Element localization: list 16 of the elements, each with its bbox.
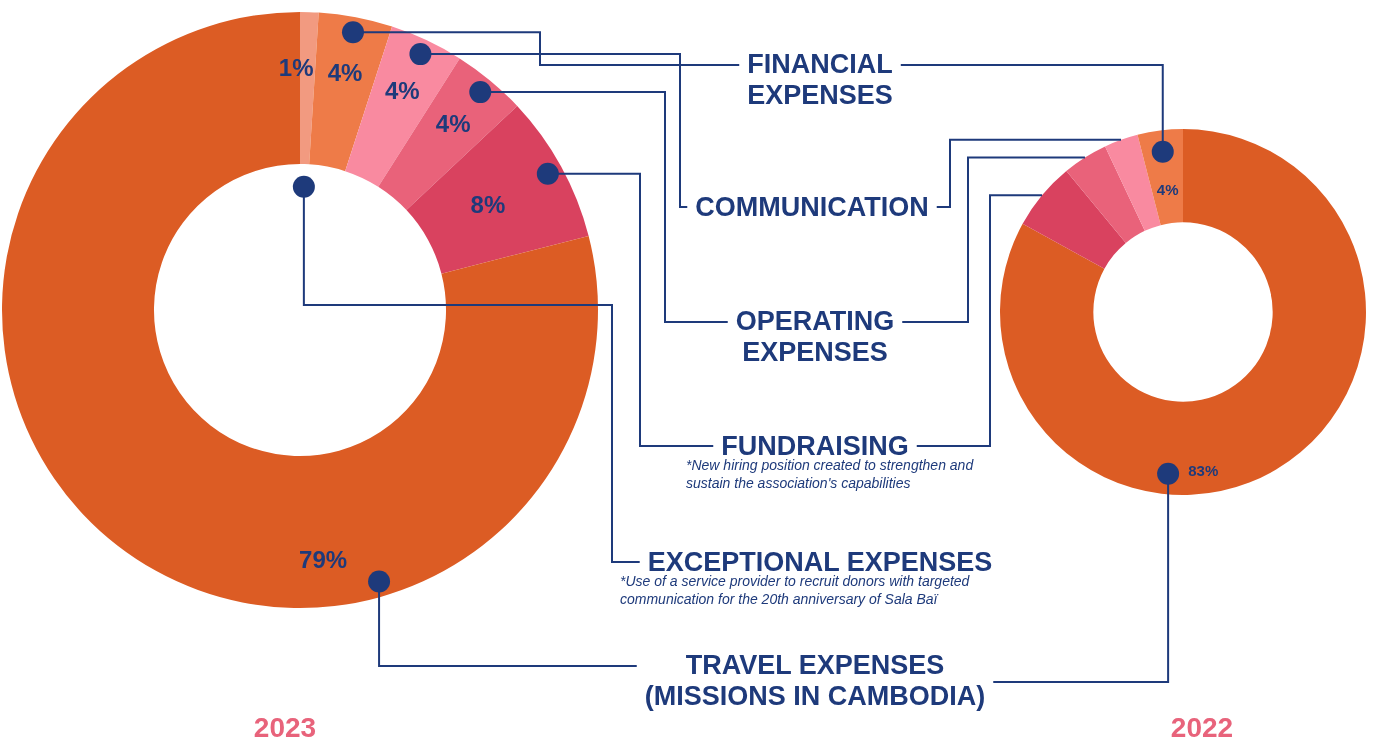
data-label: 79% [299,545,348,573]
text: *New hiring position created to strengthen and sustain the association's capabilities [686,456,975,492]
slice-label: OPERATING EXPENSES [734,306,896,368]
data-label: 4% [435,109,471,137]
data-label: 4% [1156,180,1179,198]
slice-label: FINANCIAL EXPENSES [746,49,894,111]
text: 2023 [252,712,318,744]
slice-label: COMMUNICATION [694,191,930,223]
data-label: 8% [470,191,506,219]
data-label: 4% [384,77,420,105]
text: 2022 [1169,712,1235,744]
text: *Use of a service provider to recruit donors with targeted communication for the 20th anniversary of Sala Baï [620,572,971,608]
data-label: 4% [327,58,363,86]
slice-label: TRAVEL EXPENSES (MISSIONS IN CAMBODIA) [643,650,987,712]
data-label: 83% [1188,462,1219,480]
data-label: 1% [278,54,314,82]
